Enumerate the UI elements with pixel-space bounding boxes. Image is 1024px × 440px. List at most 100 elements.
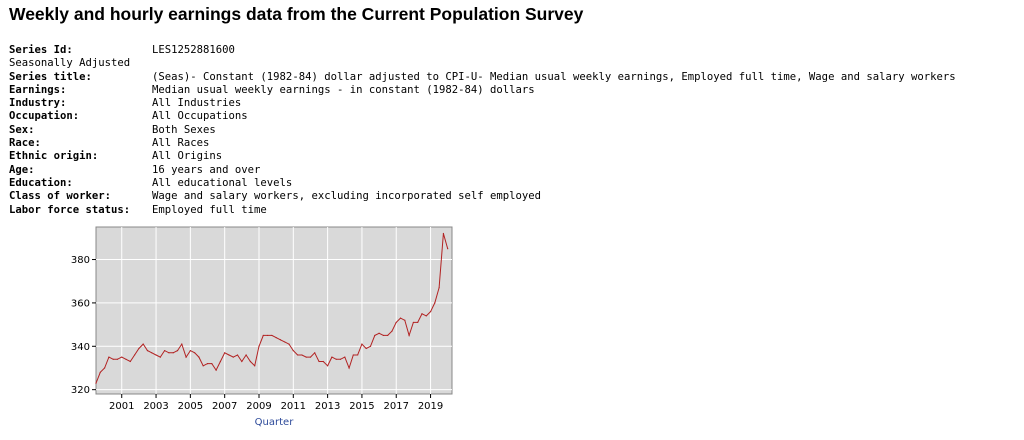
ethnic-origin-label: Ethnic origin: [9, 150, 99, 163]
data-point [438, 287, 440, 289]
y-tick-label: 340 [71, 342, 90, 353]
x-tick-label: 2017 [384, 401, 409, 412]
industry-row: Industry: All Industries [9, 97, 956, 110]
data-point [382, 334, 384, 337]
occupation-value: All Occupations [152, 110, 248, 123]
data-point [168, 352, 170, 354]
data-point [429, 310, 432, 313]
data-point [95, 382, 97, 384]
data-point [138, 347, 140, 350]
class-of-worker-row: Class of worker: Wage and salary workers… [9, 190, 956, 203]
data-point [134, 354, 136, 356]
data-point [378, 332, 380, 334]
data-point [399, 317, 402, 319]
data-point [387, 334, 389, 337]
data-point [305, 356, 307, 358]
ethnic-origin-value: All Origins [152, 150, 223, 163]
data-point [215, 369, 217, 371]
data-point [112, 358, 114, 360]
education-label: Education: [9, 176, 73, 189]
data-point [279, 339, 282, 341]
data-point [309, 356, 312, 358]
race-label: Race: [9, 137, 41, 150]
data-point [241, 360, 243, 363]
data-point [224, 352, 226, 354]
data-point [116, 358, 119, 360]
data-point [361, 343, 363, 345]
data-point [211, 363, 213, 365]
data-point [155, 354, 157, 356]
data-point [172, 352, 174, 354]
x-axis-title: Quarter [255, 417, 295, 428]
data-point [284, 341, 286, 343]
age-label: Age: [9, 163, 35, 176]
class-of-worker-value: Wage and salary workers, excluding incor… [152, 190, 542, 203]
data-point [425, 315, 427, 317]
series-id-row: Series Id: LES1252881600 [9, 44, 956, 57]
series-title-row: Series title: (Seas)- Constant (1982-84)… [9, 71, 956, 84]
data-point [146, 350, 149, 352]
industry-value: All Industries [152, 97, 242, 110]
data-point [254, 365, 256, 367]
seasonal-adjustment: Seasonally Adjusted [9, 57, 131, 70]
data-point [232, 356, 234, 358]
y-tick-label: 360 [71, 298, 90, 309]
data-point [339, 358, 342, 360]
data-point [245, 354, 247, 356]
page-title: Weekly and hourly earnings data from the… [9, 4, 584, 24]
x-tick-label: 2003 [143, 401, 168, 412]
x-tick-label: 2019 [418, 401, 443, 412]
data-point [292, 350, 294, 352]
series-title-label: Series title: [9, 70, 92, 83]
data-point [417, 321, 419, 324]
data-point [271, 334, 273, 337]
data-point [296, 354, 299, 356]
data-point [228, 354, 230, 356]
data-point [408, 334, 410, 337]
data-point [108, 356, 110, 358]
x-tick-label: 2005 [178, 401, 203, 412]
data-point [301, 354, 303, 356]
data-point [219, 360, 221, 363]
data-point [365, 347, 367, 350]
data-point [159, 356, 161, 358]
data-point [288, 343, 290, 345]
data-point [434, 302, 436, 304]
data-point [374, 334, 376, 337]
data-point [369, 345, 372, 347]
data-point [262, 334, 264, 337]
data-point [258, 345, 260, 347]
x-tick-label: 2015 [349, 401, 374, 412]
data-point [142, 343, 144, 345]
plot-area [95, 226, 453, 395]
earnings-value: Median usual weekly earnings - in consta… [152, 83, 535, 96]
labor-force-status-value: Employed full time [152, 203, 267, 216]
labor-force-status-row: Labor force status: Employed full time [9, 204, 956, 217]
data-point [327, 365, 329, 367]
data-point [194, 352, 196, 354]
ethnic-origin-row: Ethnic origin: All Origins [9, 150, 956, 163]
age-row: Age: 16 years and over [9, 164, 956, 177]
earnings-row: Earnings: Median usual weekly earnings -… [9, 84, 956, 97]
data-point [322, 360, 324, 363]
data-point [357, 354, 359, 356]
data-point [129, 360, 131, 363]
data-point [181, 343, 183, 345]
data-point [335, 358, 337, 360]
y-tick-label: 320 [71, 385, 90, 396]
data-point [125, 358, 127, 360]
x-tick-label: 2011 [281, 401, 306, 412]
data-point [421, 313, 423, 315]
race-row: Race: All Races [9, 137, 956, 150]
data-point [164, 350, 166, 352]
data-point [202, 365, 204, 367]
data-point [314, 352, 316, 354]
data-point [275, 337, 277, 339]
series-id-value: LES1252881600 [152, 44, 235, 56]
series-info: Series Id: LES1252881600 Seasonally Adju… [9, 44, 956, 217]
data-point [348, 367, 350, 369]
x-tick-label: 2009 [246, 401, 271, 412]
class-of-worker-label: Class of worker: [9, 190, 112, 203]
education-row: Education: All educational levels [9, 177, 956, 190]
sex-row: Sex: Both Sexes [9, 124, 956, 137]
